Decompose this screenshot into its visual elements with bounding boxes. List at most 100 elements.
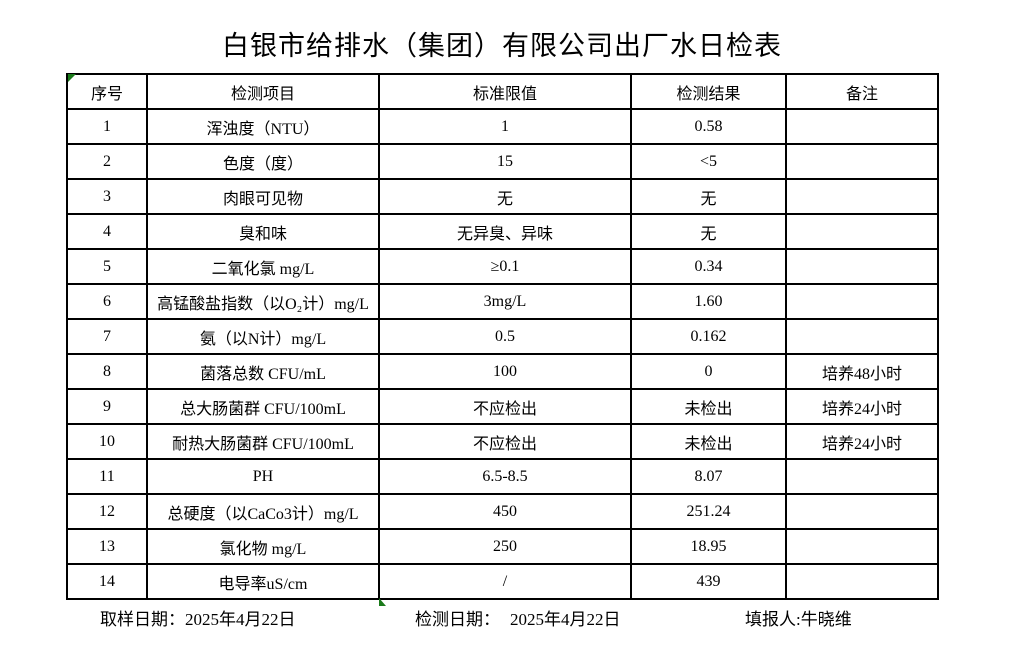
table-row: 9 总大肠菌群 CFU/100mL 不应检出 未检出 培养24小时: [66, 388, 939, 425]
column-header-item: 检测项目: [146, 73, 380, 110]
cell-result: 1.60: [630, 283, 787, 320]
cell-limit: 100: [378, 353, 632, 390]
cell-no: 7: [66, 318, 148, 355]
cell-result: 无: [630, 178, 787, 215]
cell-item: 氨（以N计）mg/L: [146, 318, 380, 355]
cell-limit: 无异臭、异味: [378, 213, 632, 250]
cell-item: 肉眼可见物: [146, 178, 380, 215]
cell-remark: [785, 528, 939, 565]
test-date: 检测日期： 2025年4月22日: [415, 605, 621, 630]
cell-remark: [785, 178, 939, 215]
column-header-limit: 标准限值: [378, 73, 632, 110]
reporter-value: 牛晓维: [800, 610, 852, 629]
sampling-date-value: 2025年4月22日: [185, 610, 296, 629]
cell-no: 2: [66, 143, 148, 180]
cell-result: 8.07: [630, 458, 787, 495]
cell-limit: 250: [378, 528, 632, 565]
cell-remark: [785, 283, 939, 320]
cell-item: 色度（度）: [146, 143, 380, 180]
cell-no: 8: [66, 353, 148, 390]
cell-item: 二氧化氯 mg/L: [146, 248, 380, 285]
cell-limit: 6.5-8.5: [378, 458, 632, 495]
cell-remark: [785, 493, 939, 530]
table-row: 12 总硬度（以CaCo3计）mg/L 450 251.24: [66, 493, 939, 530]
cell-limit: 无: [378, 178, 632, 215]
table-header-row: 序号 检测项目 标准限值 检测结果 备注: [66, 73, 939, 110]
cell-item: 浑浊度（NTU）: [146, 108, 380, 145]
cell-result: 251.24: [630, 493, 787, 530]
cell-result: 未检出: [630, 423, 787, 460]
cell-no: 10: [66, 423, 148, 460]
cell-remark: [785, 563, 939, 600]
cell-item: 氯化物 mg/L: [146, 528, 380, 565]
cell-no: 9: [66, 388, 148, 425]
inspection-table: 序号 检测项目 标准限值 检测结果 备注 1 浑浊度（NTU） 1 0.58 2…: [66, 73, 939, 600]
table-row: 14 电导率uS/cm / 439: [66, 563, 939, 600]
column-header-remark: 备注: [785, 73, 939, 110]
sampling-date: 取样日期：2025年4月22日: [100, 605, 296, 630]
cell-item: 总硬度（以CaCo3计）mg/L: [146, 493, 380, 530]
cell-no: 6: [66, 283, 148, 320]
cell-no: 13: [66, 528, 148, 565]
footer-line: 取样日期：2025年4月22日 检测日期： 2025年4月22日 填报人:牛晓维: [0, 605, 1021, 629]
cell-remark: [785, 458, 939, 495]
cell-item: 菌落总数 CFU/mL: [146, 353, 380, 390]
cell-result: 未检出: [630, 388, 787, 425]
test-date-value: 2025年4月22日: [510, 610, 621, 629]
column-header-no: 序号: [66, 73, 148, 110]
cell-result: 0.34: [630, 248, 787, 285]
table-row: 11 PH 6.5-8.5 8.07: [66, 458, 939, 495]
cell-limit: 0.5: [378, 318, 632, 355]
cell-result: 439: [630, 563, 787, 600]
table-row: 4 臭和味 无异臭、异味 无: [66, 213, 939, 250]
cell-no: 1: [66, 108, 148, 145]
cell-result: <5: [630, 143, 787, 180]
cell-limit: 15: [378, 143, 632, 180]
table-row: 7 氨（以N计）mg/L 0.5 0.162: [66, 318, 939, 355]
table-row: 2 色度（度） 15 <5: [66, 143, 939, 180]
column-header-result: 检测结果: [630, 73, 787, 110]
cell-item: 电导率uS/cm: [146, 563, 380, 600]
cell-limit: 不应检出: [378, 388, 632, 425]
test-date-label: 检测日期：: [415, 610, 500, 629]
table-row: 6 高锰酸盐指数（以O₂计）mg/L 3mg/L 1.60: [66, 283, 939, 320]
cell-result: 0: [630, 353, 787, 390]
table-row: 10 耐热大肠菌群 CFU/100mL 不应检出 未检出 培养24小时: [66, 423, 939, 460]
table-body: 1 浑浊度（NTU） 1 0.58 2 色度（度） 15 <5 3 肉眼可见物 …: [66, 108, 939, 600]
table-row: 3 肉眼可见物 无 无: [66, 178, 939, 215]
cell-limit: /: [378, 563, 632, 600]
cell-result: 无: [630, 213, 787, 250]
cell-no: 3: [66, 178, 148, 215]
cell-item: 耐热大肠菌群 CFU/100mL: [146, 423, 380, 460]
cell-no: 4: [66, 213, 148, 250]
table-row: 5 二氧化氯 mg/L ≥0.1 0.34: [66, 248, 939, 285]
cell-remark: 培养48小时: [785, 353, 939, 390]
cell-limit: 不应检出: [378, 423, 632, 460]
cell-no: 5: [66, 248, 148, 285]
cell-remark: 培养24小时: [785, 423, 939, 460]
cell-limit: 450: [378, 493, 632, 530]
cell-limit: 1: [378, 108, 632, 145]
page-title: 白银市给排水（集团）有限公司出厂水日检表: [222, 31, 782, 61]
cell-limit: 3mg/L: [378, 283, 632, 320]
cell-no: 12: [66, 493, 148, 530]
cell-remark: [785, 248, 939, 285]
cell-result: 0.162: [630, 318, 787, 355]
cell-item: 臭和味: [146, 213, 380, 250]
table-row: 1 浑浊度（NTU） 1 0.58: [66, 108, 939, 145]
cell-result: 18.95: [630, 528, 787, 565]
cell-remark: [785, 143, 939, 180]
cell-item: PH: [146, 458, 380, 495]
reporter-label: 填报人:: [745, 610, 801, 629]
cell-remark: 培养24小时: [785, 388, 939, 425]
cell-remark: [785, 318, 939, 355]
cell-result: 0.58: [630, 108, 787, 145]
cell-item: 总大肠菌群 CFU/100mL: [146, 388, 380, 425]
cell-item: 高锰酸盐指数（以O₂计）mg/L: [146, 283, 380, 320]
cell-remark: [785, 213, 939, 250]
cell-no: 11: [66, 458, 148, 495]
table-row: 13 氯化物 mg/L 250 18.95: [66, 528, 939, 565]
cell-remark: [785, 108, 939, 145]
sampling-date-label: 取样日期：: [100, 610, 185, 629]
cell-no: 14: [66, 563, 148, 600]
